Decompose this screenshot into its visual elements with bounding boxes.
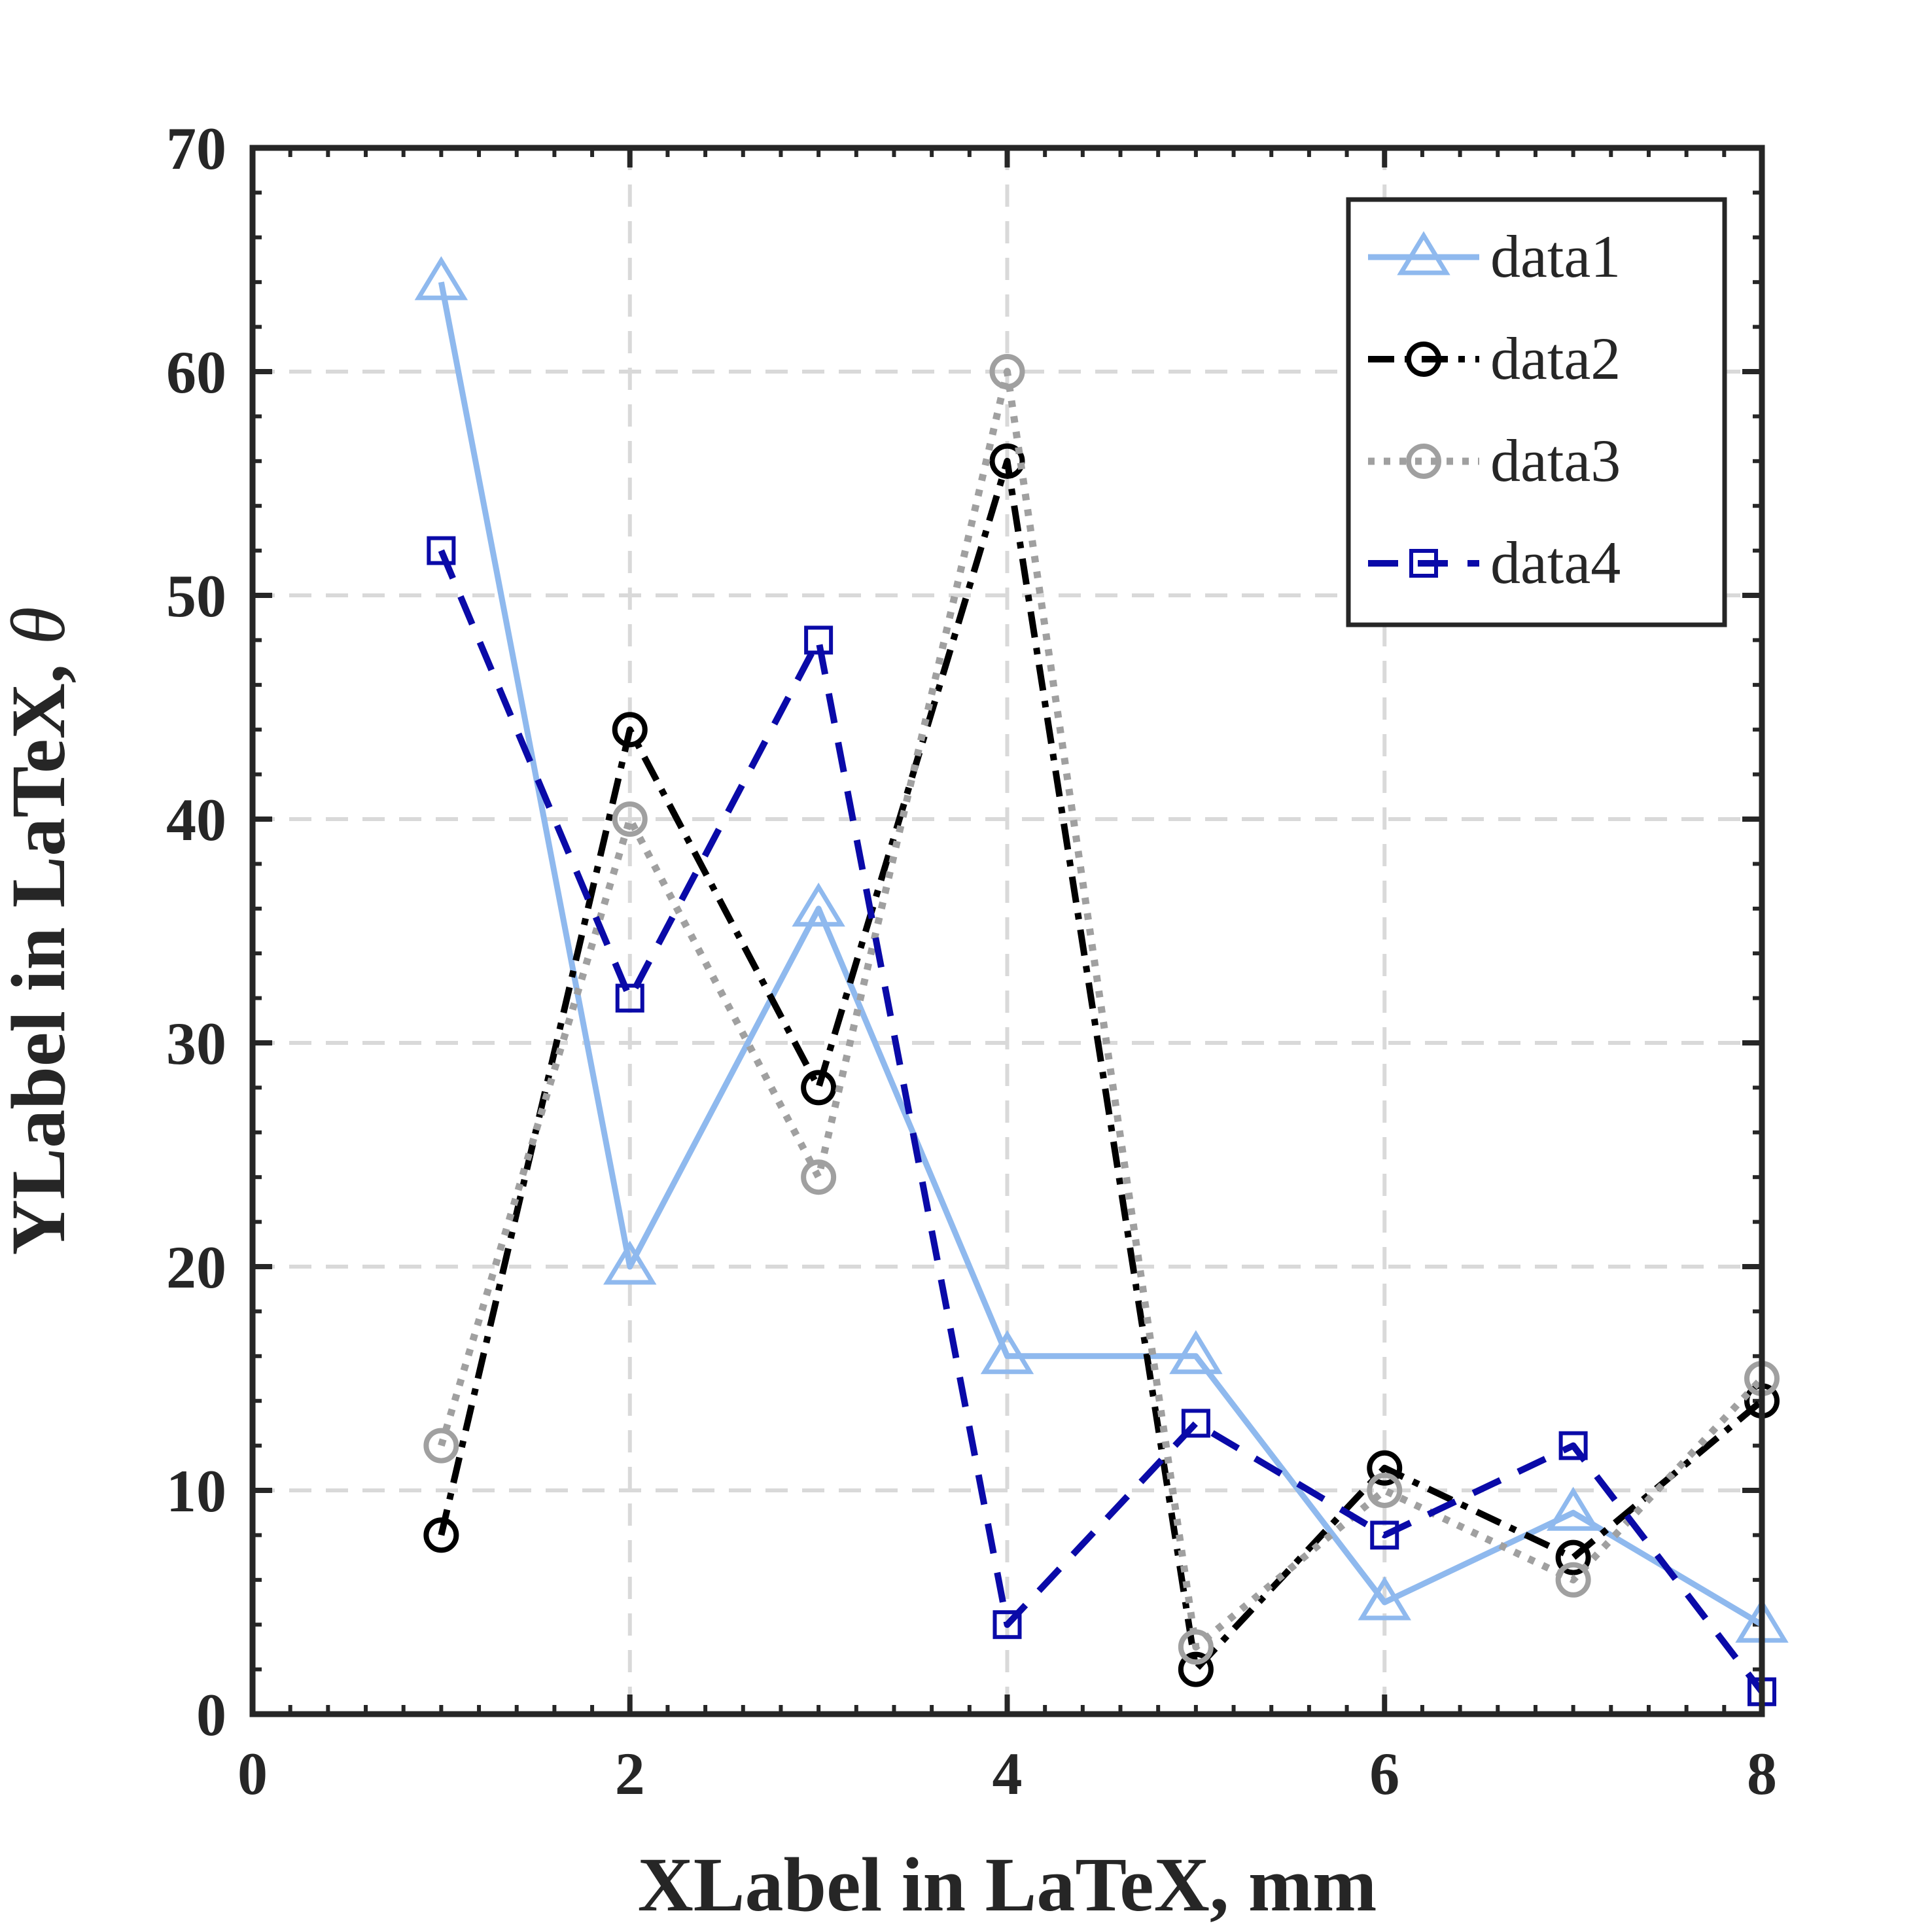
y-axis-label-symbol: θ xyxy=(0,606,81,644)
triangle-marker xyxy=(1546,1486,1600,1531)
circle-marker xyxy=(1178,1629,1214,1665)
square-marker xyxy=(992,1610,1022,1640)
series-line-data4 xyxy=(438,549,1765,1694)
x-tick-label: 2 xyxy=(615,1740,645,1807)
circle-marker xyxy=(612,712,648,748)
circle-marker xyxy=(1367,1473,1403,1508)
y-tick-label: 40 xyxy=(166,786,226,853)
series-line-data2 xyxy=(438,457,1765,1673)
circle-marker xyxy=(1555,1562,1591,1598)
y-tick-label: 70 xyxy=(166,115,226,182)
x-tick-label: 6 xyxy=(1369,1740,1399,1807)
circle-marker xyxy=(1406,342,1441,377)
series-data2 xyxy=(423,443,1780,1687)
x-axis-label: XLabel in LaTeX, mm xyxy=(638,1842,1377,1927)
y-tick-label: 20 xyxy=(166,1234,226,1301)
circle-marker xyxy=(989,443,1025,479)
circle-marker xyxy=(612,801,648,837)
triangle-marker xyxy=(1169,1330,1223,1375)
circle-marker xyxy=(801,1159,837,1195)
triangle-marker xyxy=(414,256,468,300)
circle-marker xyxy=(423,1428,459,1464)
square-marker xyxy=(1558,1431,1588,1460)
series-data4 xyxy=(427,536,1776,1706)
circle-marker xyxy=(1178,1651,1214,1687)
y-tick-labels: 0 10 20 30 40 50 60 70 xyxy=(166,115,226,1748)
y-tick-label: 50 xyxy=(166,563,226,629)
circle-marker xyxy=(423,1517,459,1553)
circle-marker xyxy=(1555,1539,1591,1575)
x-tick-label: 0 xyxy=(237,1740,268,1807)
circle-marker xyxy=(801,1070,837,1106)
axes-box xyxy=(249,145,1765,1717)
legend: data1 data2 data3 data4 xyxy=(1346,197,1727,627)
x-tick-label: 8 xyxy=(1747,1740,1777,1807)
legend-label: data2 xyxy=(1490,325,1621,392)
circle-marker xyxy=(989,354,1025,389)
legend-entry-data4: data4 xyxy=(1368,529,1621,596)
triangle-marker xyxy=(1358,1576,1411,1621)
legend-entry-data1: data1 xyxy=(1368,223,1621,290)
square-marker xyxy=(1409,549,1438,578)
square-marker xyxy=(1370,1520,1399,1550)
triangle-marker xyxy=(980,1330,1034,1375)
triangle-marker xyxy=(603,1240,657,1285)
legend-entry-data3: data3 xyxy=(1368,427,1621,494)
y-tick-label: 60 xyxy=(166,339,226,406)
circle-marker xyxy=(1406,444,1441,479)
x-tick-labels: 0 2 4 6 8 xyxy=(237,1740,1777,1807)
square-marker xyxy=(615,983,644,1013)
x-tick-label: 4 xyxy=(992,1740,1023,1807)
circle-marker xyxy=(1367,1450,1403,1486)
legend-label: data4 xyxy=(1490,529,1621,596)
square-marker xyxy=(427,536,456,565)
triangle-marker xyxy=(1397,231,1450,275)
y-axis-label: YLabel in LaTeX, θ xyxy=(0,606,81,1255)
square-marker xyxy=(1181,1409,1210,1438)
square-marker xyxy=(804,625,834,655)
y-axis-label-text: YLabel in LaTeX, xyxy=(0,644,81,1255)
legend-entry-data2: data2 xyxy=(1368,325,1621,392)
y-tick-label: 0 xyxy=(196,1681,226,1748)
legend-label: data3 xyxy=(1490,427,1621,494)
legend-label: data1 xyxy=(1490,223,1621,290)
series-line-data3 xyxy=(438,368,1765,1651)
series-line-data1 xyxy=(438,281,1764,1628)
y-tick-label: 10 xyxy=(166,1458,226,1524)
y-tick-label: 30 xyxy=(166,1010,226,1077)
triangle-marker xyxy=(792,883,845,927)
